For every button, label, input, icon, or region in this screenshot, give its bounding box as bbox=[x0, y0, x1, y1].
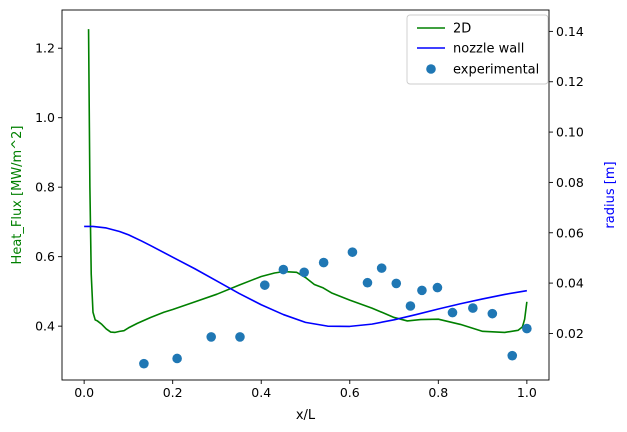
legend-label-nozzle-wall: nozzle wall bbox=[453, 42, 524, 57]
left-y-tick-label: 0.4 bbox=[35, 319, 55, 334]
legend-box bbox=[406, 14, 549, 85]
series-layer bbox=[84, 29, 532, 369]
right-y-tick-label: 0.14 bbox=[556, 24, 584, 39]
data-point-experimental bbox=[362, 277, 373, 288]
data-point-experimental bbox=[206, 332, 216, 342]
data-point-experimental bbox=[507, 350, 518, 361]
series-line-2d bbox=[87, 29, 528, 334]
data-point-experimental bbox=[376, 263, 387, 273]
legend-label-experimental: experimental bbox=[453, 63, 539, 78]
x-tick-label: 1.0 bbox=[517, 385, 537, 400]
data-point-experimental bbox=[278, 264, 289, 275]
data-point-experimental bbox=[405, 301, 416, 311]
data-point-experimental bbox=[447, 307, 458, 318]
data-point-experimental bbox=[432, 282, 443, 293]
x-axis-label: x/L bbox=[296, 408, 316, 423]
x-tick-label: 0.6 bbox=[340, 385, 360, 400]
x-tick-label: 0.2 bbox=[163, 385, 183, 400]
data-point-experimental bbox=[487, 308, 498, 319]
x-axis-ticks: 0.0 0.2 0.4 0.6 0.8 1.0 bbox=[74, 380, 537, 400]
left-y-tick-label: 0.6 bbox=[35, 249, 55, 264]
data-point-experimental bbox=[417, 285, 427, 296]
x-tick-label: 0.8 bbox=[428, 385, 448, 400]
data-point-experimental bbox=[235, 332, 245, 342]
data-point-experimental bbox=[347, 247, 358, 257]
right-y-tick-label: 0.12 bbox=[556, 74, 584, 89]
left-y-tick-label: 1.2 bbox=[35, 41, 55, 56]
data-point-experimental bbox=[391, 278, 402, 289]
data-point-experimental bbox=[259, 280, 270, 290]
x-tick-label: 0.0 bbox=[74, 385, 94, 400]
right-y-tick-label: 0.04 bbox=[556, 276, 584, 291]
data-point-experimental bbox=[139, 358, 149, 369]
left-y-tick-label: 1.0 bbox=[35, 110, 55, 125]
plot-frame bbox=[61, 9, 550, 381]
right-y-tick-label: 0.06 bbox=[556, 225, 584, 240]
series-line-nozzle-wall bbox=[84, 225, 527, 328]
legend-swatch-experimental bbox=[426, 64, 436, 74]
legend: 2D nozzle wall experimental bbox=[406, 14, 549, 85]
left-axis-label: Heat_Flux [MW/m^2] bbox=[10, 126, 25, 265]
x-tick-label: 0.4 bbox=[251, 385, 271, 400]
right-axis-label: radius [m] bbox=[603, 161, 618, 228]
data-point-experimental bbox=[522, 323, 532, 334]
data-point-experimental bbox=[299, 267, 309, 278]
data-point-experimental bbox=[172, 353, 182, 364]
right-y-tick-label: 0.10 bbox=[556, 125, 584, 140]
right-y-tick-label: 0.02 bbox=[556, 326, 584, 341]
right-y-tick-label: 0.08 bbox=[556, 175, 584, 190]
left-axis-ticks: 0.4 0.6 0.8 1.0 1.2 bbox=[35, 41, 62, 334]
data-point-experimental bbox=[318, 257, 329, 268]
left-y-tick-label: 0.8 bbox=[35, 180, 55, 195]
data-point-experimental bbox=[468, 303, 478, 313]
right-axis-ticks: 0.02 0.04 0.06 0.08 0.10 0.12 0.14 bbox=[549, 24, 584, 341]
legend-label-2d: 2D bbox=[453, 22, 471, 37]
